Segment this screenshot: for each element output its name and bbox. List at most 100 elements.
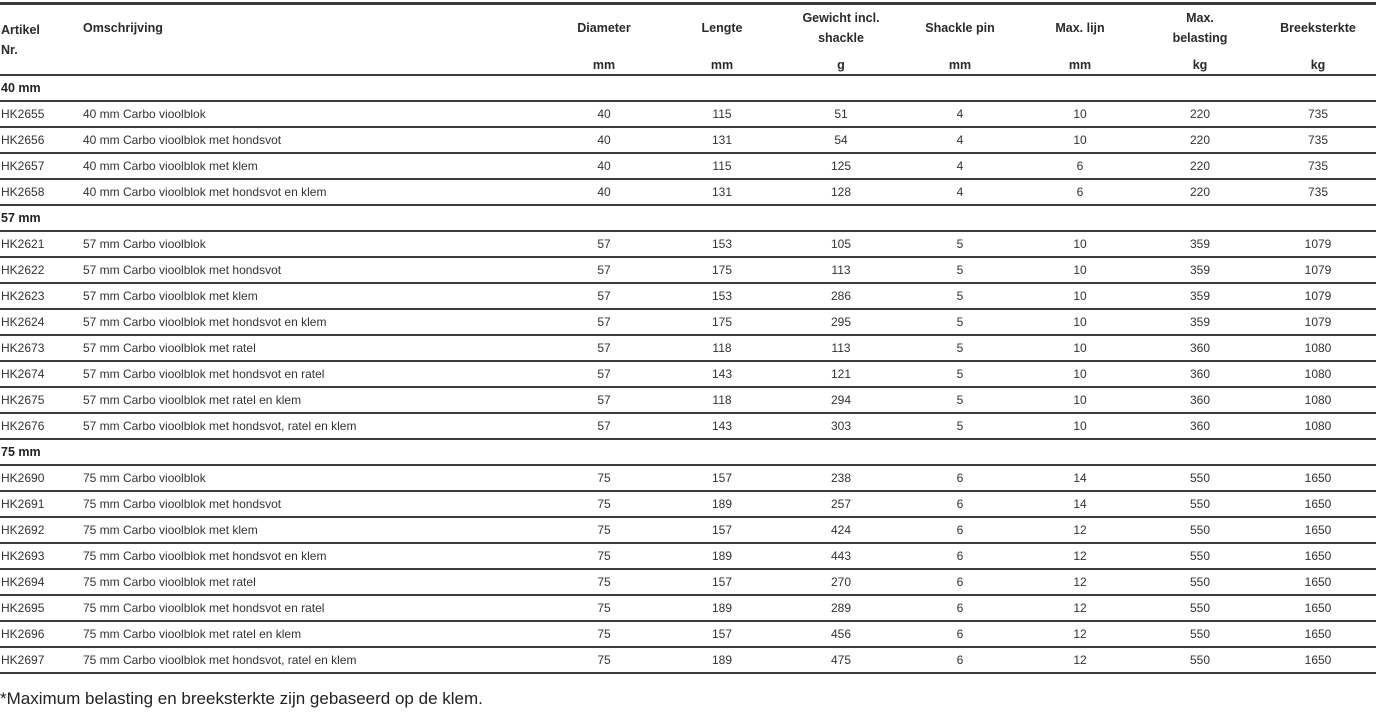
cell-breeksterkte: 1079 (1304, 315, 1332, 329)
cell-omschrijving: 57 mm Carbo vioolblok met klem (83, 289, 258, 303)
table-row: HK2695 75 mm Carbo vioolblok met hondsvot… (0, 594, 1376, 620)
cell-gewicht: 128 (830, 185, 852, 199)
cell-diameter: 75 (597, 471, 611, 485)
cell-lengte: 153 (711, 289, 733, 303)
cell-max-belasting: 359 (1189, 263, 1211, 277)
cell-breeksterkte: 735 (1307, 185, 1329, 199)
cell-artikel-nr: HK2693 (1, 549, 45, 563)
cell-max-lijn: 6 (1076, 159, 1084, 173)
table-row: HK2697 75 mm Carbo vioolblok met hondsvot… (0, 646, 1376, 672)
header-lengte: Lengte (701, 21, 743, 35)
header-max-lijn: Max. lijn (1055, 21, 1105, 35)
cell-max-belasting: 360 (1189, 419, 1211, 433)
cell-gewicht: 257 (830, 497, 852, 511)
cell-breeksterkte: 735 (1307, 133, 1329, 147)
cell-breeksterkte: 1079 (1304, 263, 1332, 277)
cell-diameter: 75 (597, 601, 611, 615)
cell-shackle-pin: 5 (956, 263, 964, 277)
cell-shackle-pin: 5 (956, 341, 964, 355)
cell-max-belasting: 359 (1189, 289, 1211, 303)
cell-breeksterkte: 1650 (1304, 549, 1332, 563)
table-row: HK2690 75 mm Carbo vioolblok 75 157 238 6 14 55… (0, 464, 1376, 490)
table-row: HK2675 57 mm Carbo vioolblok met ratel en… (0, 386, 1376, 412)
table-row: HK2621 57 mm Carbo vioolblok 57 153 105 5 10 35… (0, 230, 1376, 256)
cell-max-lijn: 6 (1076, 185, 1084, 199)
group-header-row: 57 mm (0, 204, 1376, 230)
cell-artikel-nr: HK2656 (1, 133, 45, 147)
cell-max-lijn: 10 (1073, 315, 1087, 329)
cell-gewicht: 113 (831, 341, 851, 355)
table-row: HK2657 40 mm Carbo vioolblok met klem 40 11… (0, 152, 1376, 178)
cell-artikel-nr: HK2623 (1, 289, 45, 303)
cell-diameter: 57 (597, 393, 611, 407)
cell-artikel-nr: HK2676 (1, 419, 45, 433)
cell-breeksterkte: 1650 (1304, 601, 1332, 615)
cell-artikel-nr: HK2674 (1, 367, 45, 381)
cell-max-lijn: 10 (1073, 341, 1087, 355)
table-row: HK2623 57 mm Carbo vioolblok met klem 57 15… (0, 282, 1376, 308)
header-shackle-pin: Shackle pin (925, 21, 995, 35)
cell-omschrijving: 40 mm Carbo vioolblok met hondsvot en kl… (83, 185, 327, 199)
cell-lengte: 131 (711, 185, 733, 199)
cell-gewicht: 270 (830, 575, 852, 589)
cell-artikel-nr: HK2622 (1, 263, 45, 277)
cell-omschrijving: 40 mm Carbo vioolblok met klem (83, 159, 258, 173)
cell-max-belasting: 360 (1189, 393, 1211, 407)
cell-max-lijn: 10 (1073, 367, 1087, 381)
cell-shackle-pin: 5 (956, 237, 964, 251)
cell-omschrijving: 75 mm Carbo vioolblok met ratel (83, 575, 256, 589)
cell-max-belasting: 360 (1189, 367, 1211, 381)
cell-max-belasting: 550 (1189, 471, 1211, 485)
header-artikel: Artikel Nr. (1, 23, 40, 57)
cell-max-belasting: 550 (1189, 523, 1211, 537)
cell-omschrijving: 75 mm Carbo vioolblok met hondsvot en kl… (83, 549, 327, 563)
cell-max-belasting: 550 (1189, 653, 1211, 667)
cell-max-lijn: 14 (1073, 471, 1087, 485)
cell-omschrijving: 57 mm Carbo vioolblok met hondsvot, rate… (83, 419, 357, 433)
table-row: HK2658 40 mm Carbo vioolblok met hondsvot… (0, 178, 1376, 204)
cell-max-lijn: 10 (1073, 263, 1087, 277)
cell-lengte: 175 (711, 263, 733, 277)
cell-max-belasting: 550 (1189, 575, 1211, 589)
cell-omschrijving: 57 mm Carbo vioolblok met hondsvot en ra… (83, 367, 325, 381)
cell-max-lijn: 12 (1073, 523, 1087, 537)
cell-gewicht: 475 (830, 653, 852, 667)
cell-shackle-pin: 5 (956, 419, 964, 433)
table-row: HK2674 57 mm Carbo vioolblok met hondsvot… (0, 360, 1376, 386)
cell-artikel-nr: HK2696 (1, 627, 45, 641)
cell-lengte: 115 (712, 159, 732, 173)
cell-gewicht: 286 (830, 289, 852, 303)
cell-max-belasting: 220 (1189, 185, 1211, 199)
table-row: HK2694 75 mm Carbo vioolblok met ratel 75 1… (0, 568, 1376, 594)
cell-shackle-pin: 6 (956, 601, 964, 615)
cell-gewicht: 54 (834, 133, 848, 147)
unit-lengte: mm (710, 58, 734, 72)
unit-max-belasting: kg (1192, 58, 1208, 72)
cell-artikel-nr: HK2624 (1, 315, 45, 329)
cell-gewicht: 303 (830, 419, 852, 433)
cell-shackle-pin: 6 (956, 627, 964, 641)
cell-gewicht: 51 (834, 107, 848, 121)
cell-gewicht: 295 (830, 315, 852, 329)
group-header-row: 75 mm (0, 438, 1376, 464)
cell-shackle-pin: 6 (956, 523, 964, 537)
table-row: HK2673 57 mm Carbo vioolblok met ratel 57 1… (0, 334, 1376, 360)
cell-breeksterkte: 1080 (1304, 393, 1332, 407)
cell-shackle-pin: 4 (956, 185, 964, 199)
cell-breeksterkte: 1650 (1304, 653, 1332, 667)
cell-lengte: 131 (711, 133, 733, 147)
table-row: HK2696 75 mm Carbo vioolblok met ratel en… (0, 620, 1376, 646)
cell-omschrijving: 57 mm Carbo vioolblok met ratel en klem (83, 393, 302, 407)
table-row: HK2655 40 mm Carbo vioolblok 40 115 51 4 10 220… (0, 100, 1376, 126)
cell-artikel-nr: HK2657 (1, 159, 45, 173)
table-row: HK2676 57 mm Carbo vioolblok met hondsvot… (0, 412, 1376, 438)
cell-breeksterkte: 1650 (1304, 523, 1332, 537)
cell-breeksterkte: 1079 (1304, 237, 1332, 251)
cell-artikel-nr: HK2697 (1, 653, 45, 667)
cell-max-belasting: 220 (1189, 107, 1211, 121)
cell-omschrijving: 57 mm Carbo vioolblok (83, 237, 206, 251)
cell-lengte: 175 (711, 315, 733, 329)
cell-max-belasting: 360 (1189, 341, 1211, 355)
cell-max-belasting: 550 (1189, 549, 1211, 563)
cell-diameter: 75 (597, 653, 611, 667)
